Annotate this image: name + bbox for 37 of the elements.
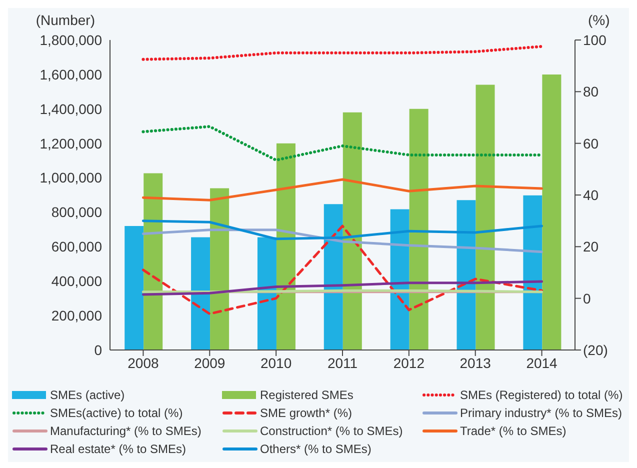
y2-tick-label: 80 bbox=[583, 84, 599, 100]
legend-label: Others* (% to SMEs) bbox=[260, 442, 372, 456]
y2-tick-label: 60 bbox=[583, 135, 599, 152]
y2-tick-label: 100 bbox=[583, 32, 607, 48]
legend-label: SME growth* (%) bbox=[260, 406, 352, 420]
y2-tick-label: (20) bbox=[583, 342, 608, 358]
legend-label: SMEs (Registered) to total (%) bbox=[460, 388, 623, 402]
x-tick-label: 2012 bbox=[393, 354, 425, 371]
y-tick-label: 1,000,000 bbox=[40, 170, 102, 186]
legend-label: SMEs(active) to total (%) bbox=[50, 406, 183, 420]
legend-label: Trade* (% to SMEs) bbox=[460, 424, 566, 438]
x-tick-label: 2011 bbox=[327, 354, 358, 371]
y-tick-label: 1,800,000 bbox=[40, 32, 102, 48]
y-axis-title: (Number) bbox=[36, 12, 95, 28]
legend-label: Real estate* (% to SMEs) bbox=[50, 442, 186, 456]
y2-tick-label: 40 bbox=[583, 186, 599, 203]
y-tick-label: 400,000 bbox=[51, 273, 102, 290]
x-tick-label: 2014 bbox=[526, 354, 558, 371]
y-tick-label: 800,000 bbox=[51, 204, 102, 220]
legend-label: Construction* (% to SMEs) bbox=[260, 424, 403, 438]
y2-axis-title: (%) bbox=[588, 12, 610, 28]
legend-label: Primary industry* (% to SMEs) bbox=[460, 406, 622, 420]
x-tick-label: 2008 bbox=[128, 354, 159, 371]
y2-tick-label: 0 bbox=[583, 290, 591, 306]
x-tick-label: 2009 bbox=[194, 354, 226, 371]
legend-label: SMEs (active) bbox=[50, 388, 125, 402]
y-tick-label: 1,600,000 bbox=[40, 66, 102, 82]
legend-label: Registered SMEs bbox=[260, 388, 354, 402]
y-tick-label: 1,200,000 bbox=[40, 135, 102, 152]
y-tick-label: 200,000 bbox=[51, 308, 102, 324]
y2-tick-label: 20 bbox=[583, 238, 599, 255]
legend-label: Manufacturing* (% to SMEs) bbox=[50, 424, 202, 438]
y-tick-label: 0 bbox=[94, 342, 102, 358]
x-tick-label: 2010 bbox=[260, 354, 292, 371]
x-tick-label: 2013 bbox=[460, 354, 492, 371]
y-tick-label: 600,000 bbox=[51, 238, 102, 255]
y-tick-label: 1,400,000 bbox=[40, 100, 102, 117]
